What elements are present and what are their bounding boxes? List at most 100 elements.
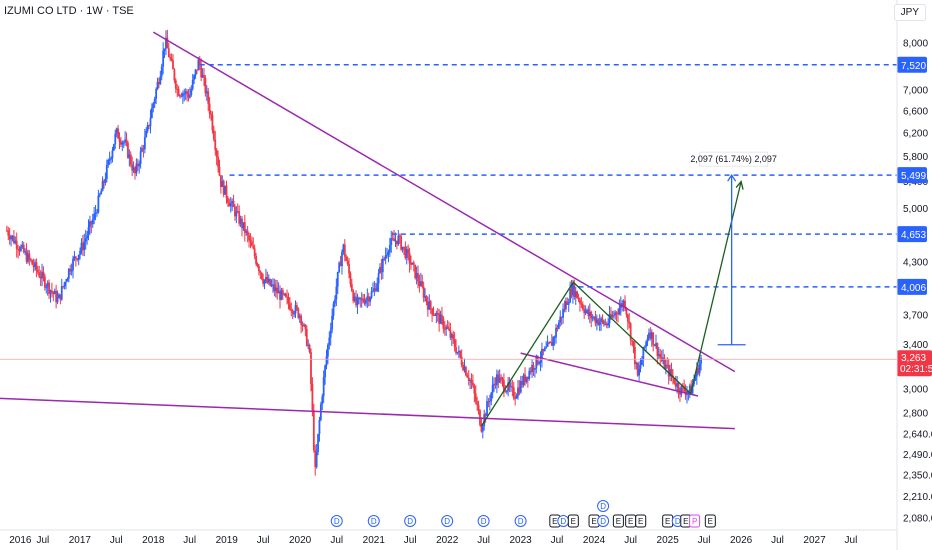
candle-body <box>491 384 494 393</box>
candle-body <box>456 351 459 354</box>
candle-body <box>343 244 346 257</box>
candle-body <box>415 273 418 279</box>
x-tick-label: 2022 <box>436 535 459 546</box>
candle-body <box>181 93 184 97</box>
candle-body <box>189 94 191 98</box>
candle-body <box>243 222 246 233</box>
candle-body <box>474 393 477 402</box>
candle-body <box>152 103 155 109</box>
candle-body <box>580 303 583 305</box>
candle-body <box>248 235 250 241</box>
candle-body <box>680 385 683 395</box>
candle-body <box>574 291 577 298</box>
candle-body <box>501 378 504 381</box>
candle-body <box>210 113 212 116</box>
candle-body <box>656 343 659 356</box>
candle-body <box>522 374 525 386</box>
candle-body <box>670 369 673 376</box>
candle-body <box>576 291 579 299</box>
candle-body <box>208 103 211 114</box>
candle-body <box>146 125 149 132</box>
candle-body <box>436 313 439 315</box>
candle-body <box>273 284 276 292</box>
candle-body <box>517 387 519 396</box>
candle-body <box>259 271 262 273</box>
candle-body <box>700 358 702 364</box>
candle-body <box>667 364 670 377</box>
candle-body <box>356 297 359 306</box>
candle-body <box>653 344 656 346</box>
candle-body <box>379 266 381 274</box>
candle-body <box>131 164 134 171</box>
candle-body <box>469 380 472 382</box>
candle-body <box>24 251 27 253</box>
candle-body <box>566 301 569 305</box>
candle-body <box>305 328 308 346</box>
candle-body <box>79 250 81 255</box>
candle-body <box>138 163 141 167</box>
event-marker-label: D <box>407 517 413 526</box>
candle-body <box>625 308 628 315</box>
candle-body <box>310 352 312 385</box>
candle-body <box>46 282 49 288</box>
candle-body <box>631 340 633 342</box>
candle-body <box>159 76 162 85</box>
candle-body <box>388 244 391 252</box>
y-tick-label: 8,000 <box>903 38 928 49</box>
candle-body <box>548 342 550 344</box>
candle-body <box>139 151 142 164</box>
candle-body <box>239 218 242 224</box>
candle-body <box>431 308 434 315</box>
candle-body <box>567 302 570 305</box>
x-tick-label: Jul <box>845 535 858 546</box>
candle-body <box>439 314 442 324</box>
candle-body <box>205 91 208 94</box>
currency-button[interactable]: JPY <box>893 4 926 21</box>
candle-body <box>515 395 518 399</box>
candle-body <box>407 249 410 253</box>
candle-body <box>227 198 229 203</box>
candle-body <box>528 370 531 379</box>
candle-body <box>403 246 405 248</box>
candle-body <box>524 374 526 382</box>
candle-body <box>277 290 280 294</box>
candle-body <box>294 305 297 314</box>
candle-body <box>334 299 336 304</box>
candle-body <box>43 276 46 288</box>
candle-body <box>117 128 119 139</box>
candle-body <box>677 382 680 392</box>
candle-body <box>197 59 200 71</box>
candle-body <box>608 314 611 324</box>
y-tick-label: 3,400 <box>903 340 928 351</box>
candle-body <box>118 138 121 142</box>
candle-body <box>586 309 588 311</box>
candle-body <box>470 380 473 383</box>
candle-body <box>211 115 214 131</box>
candle-body <box>650 332 653 339</box>
candle-body <box>541 349 543 360</box>
candle-body <box>218 166 221 176</box>
candle-body <box>587 309 590 316</box>
y-tick-label: 3,700 <box>903 310 928 321</box>
candle-body <box>525 376 528 382</box>
candle-body <box>384 255 387 260</box>
candle-body <box>284 293 287 297</box>
candle-body <box>73 256 76 259</box>
candle-body <box>48 282 50 294</box>
candle-body <box>201 74 204 78</box>
candle-body <box>594 316 597 324</box>
x-tick-label: 2027 <box>803 535 826 546</box>
candle-body <box>679 391 681 395</box>
candle-body <box>425 295 428 302</box>
candle-body <box>659 354 662 358</box>
candle-body <box>253 248 256 257</box>
candle-body <box>632 341 635 347</box>
candle-body <box>445 326 448 330</box>
candle-body <box>191 79 194 89</box>
candle-body <box>353 296 356 301</box>
candle-body <box>484 414 487 416</box>
candle-body <box>97 195 100 213</box>
candle-body <box>212 130 215 140</box>
